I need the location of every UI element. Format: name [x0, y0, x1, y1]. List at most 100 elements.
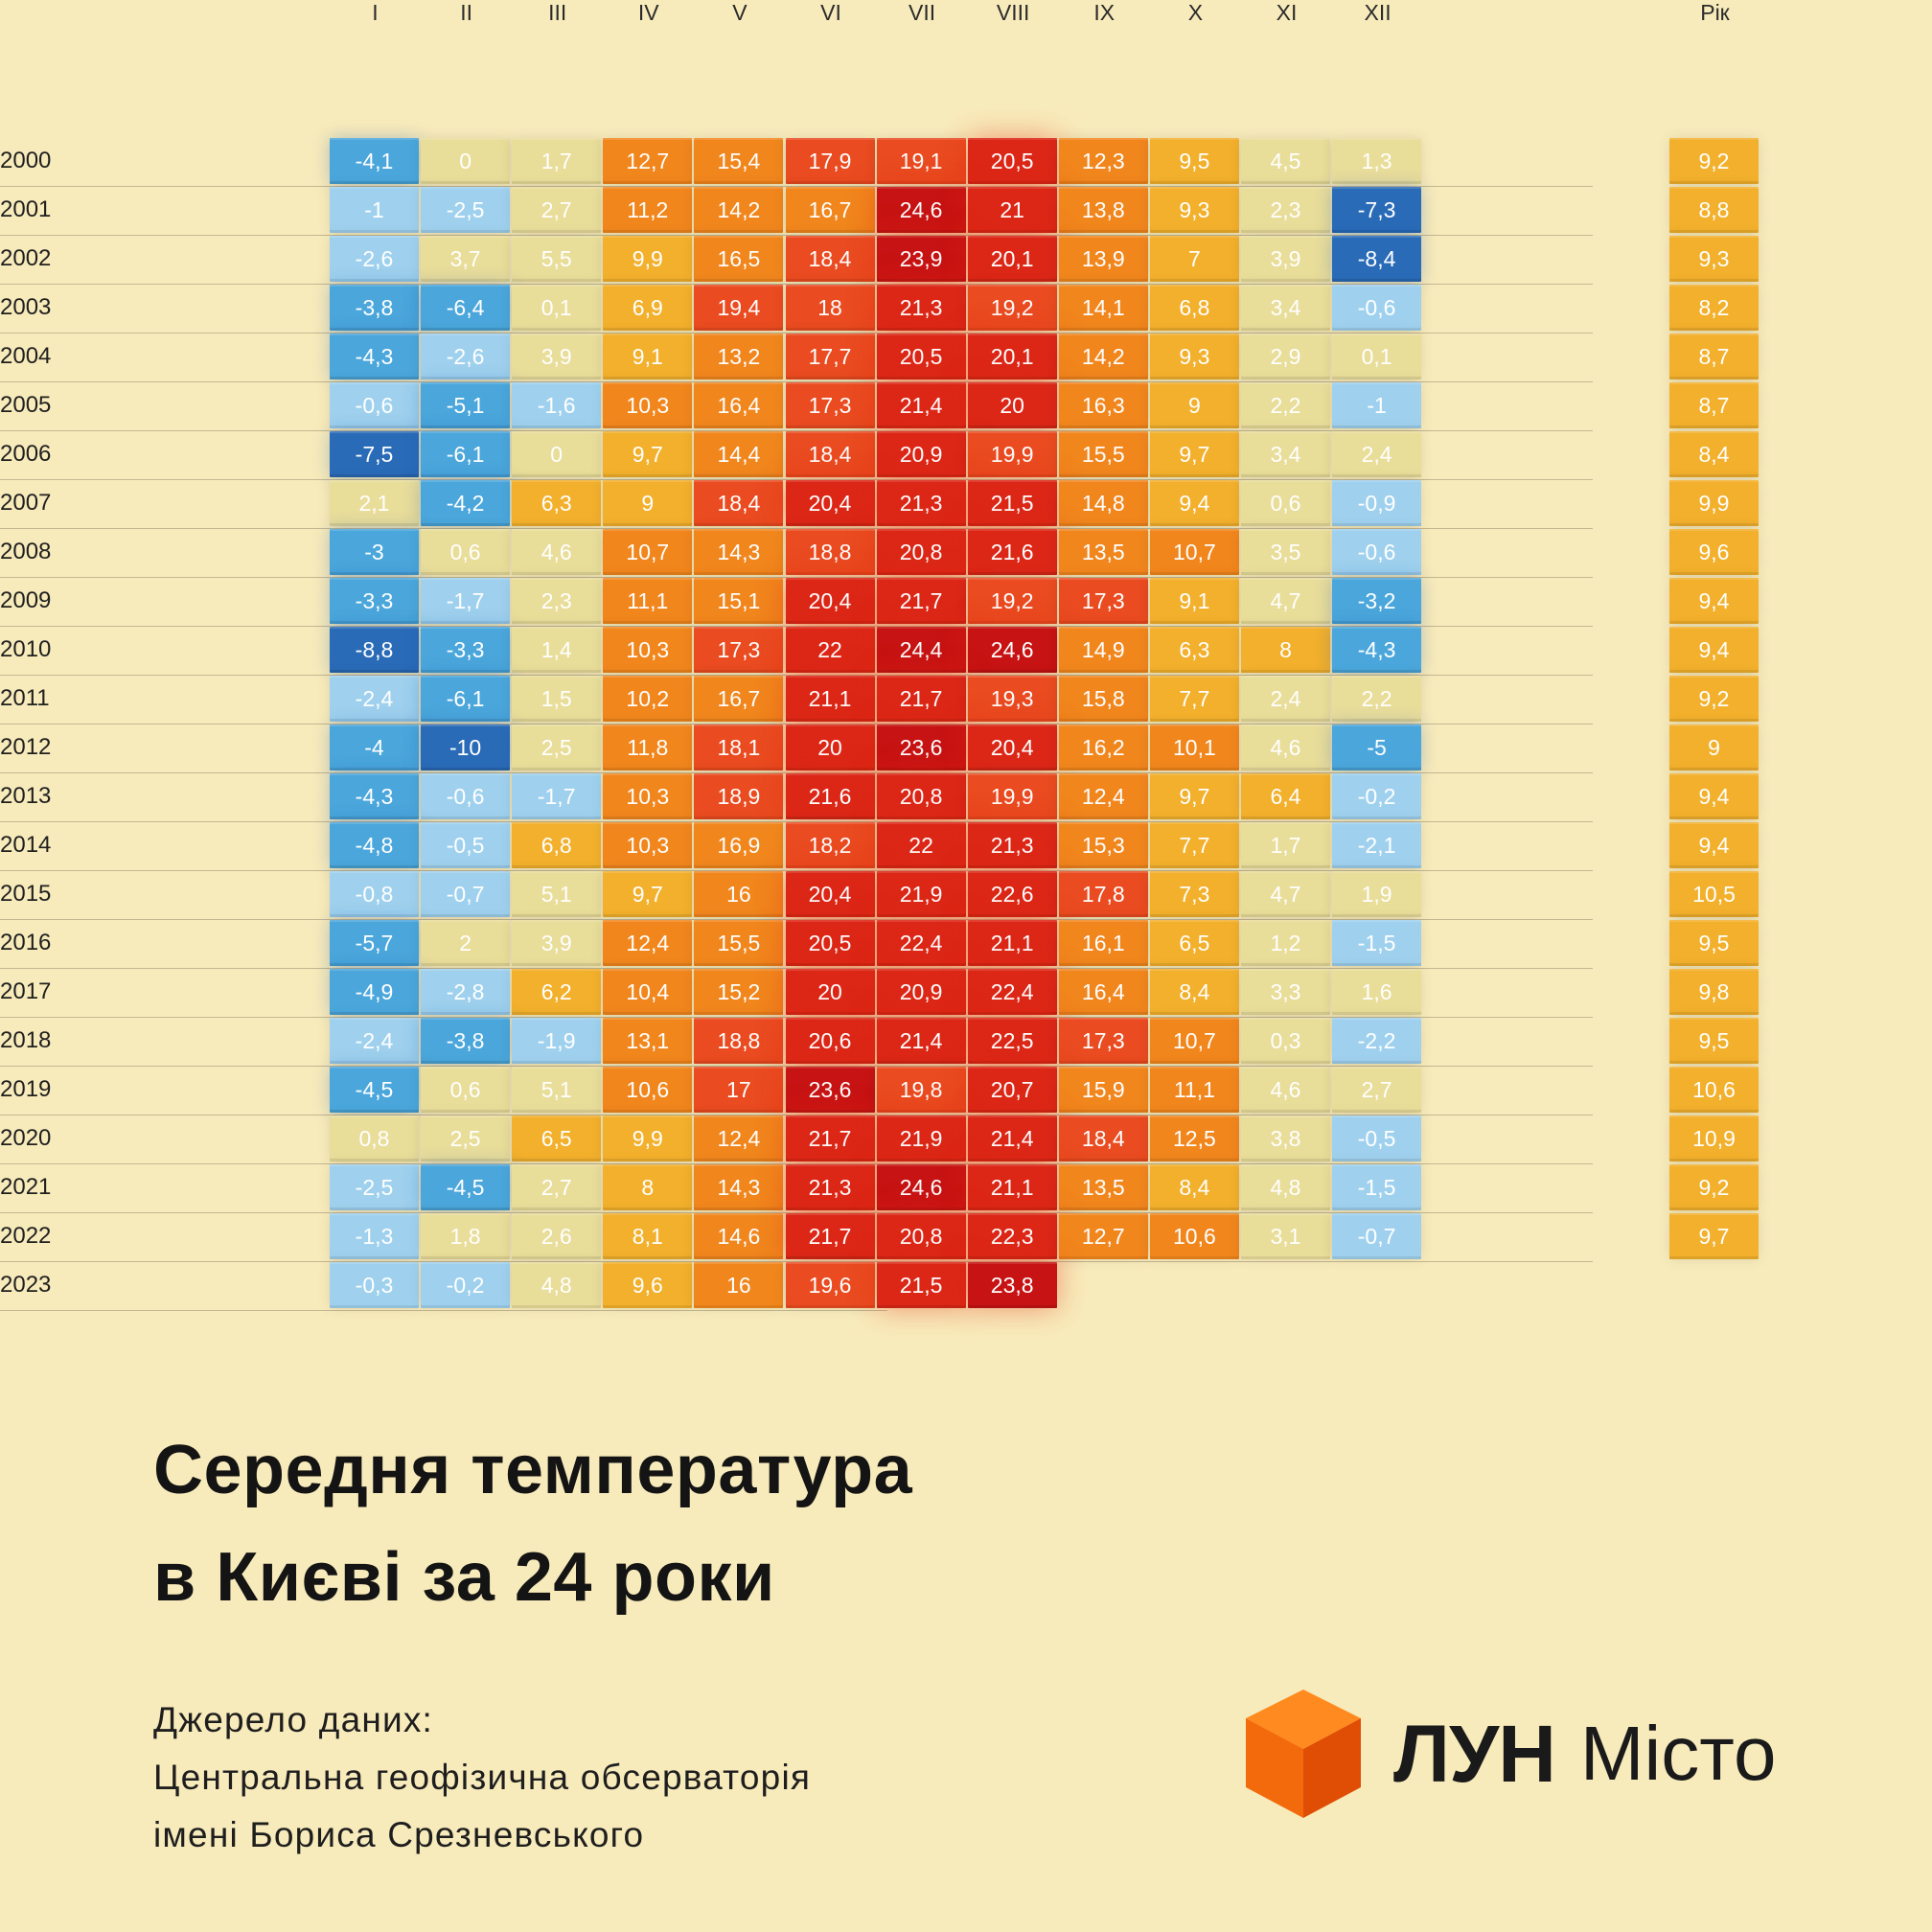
heatmap-cell: 21,9: [876, 871, 966, 917]
annual-cell: 9,2: [1669, 1164, 1759, 1210]
heatmap-cell: -1,5: [1332, 920, 1422, 966]
heatmap-cell: 9,9: [603, 236, 693, 282]
month-label-XI: XI: [1276, 0, 1298, 25]
data-source: Джерело даних: Центральна геофізична обс…: [153, 1691, 811, 1864]
heatmap-cell: 0,8: [330, 1116, 419, 1162]
heatmap-cell: 9,7: [603, 871, 693, 917]
heatmap-cell: 2,3: [512, 578, 602, 624]
heatmap-cell: 17,3: [694, 627, 784, 673]
heatmap-cell: -0,7: [421, 871, 511, 917]
heatmap-cell: 2,9: [1241, 334, 1330, 380]
heatmap-cell: 11,1: [1149, 1067, 1239, 1113]
annual-cell: 9,5: [1669, 920, 1759, 966]
heatmap-cell: -0,7: [1332, 1213, 1422, 1259]
heatmap-cell: 13,2: [694, 334, 784, 380]
heatmap-cell: 9,7: [603, 431, 693, 477]
heatmap-cell: 8,1: [603, 1213, 693, 1259]
heatmap-cell: 21,5: [876, 1262, 966, 1308]
heatmap-cell: 4,7: [1241, 871, 1330, 917]
heatmap-cell: 0,1: [1332, 334, 1422, 380]
heatmap-cell: 24,6: [967, 627, 1057, 673]
heatmap-cell: 12,3: [1058, 138, 1148, 184]
heatmap-cell: -3,2: [1332, 578, 1422, 624]
heatmap-cell: -1,9: [512, 1018, 602, 1064]
heatmap-cell: 15,1: [694, 578, 784, 624]
heatmap-cell: 0,6: [1241, 480, 1330, 526]
month-label-V: V: [732, 0, 748, 25]
source-label: Джерело даних:: [153, 1700, 434, 1739]
heatmap-cell: -0,2: [1332, 773, 1422, 819]
heatmap-cell: 4,8: [1241, 1164, 1330, 1210]
annual-cell: 8,7: [1669, 382, 1759, 428]
heatmap-cell: 6,8: [1149, 285, 1239, 331]
heatmap-cell: -1,6: [512, 382, 602, 428]
heatmap-cell: 16,5: [694, 236, 784, 282]
year-label-2012: 2012: [0, 734, 52, 760]
heatmap-cell: -1,3: [330, 1213, 419, 1259]
heatmap-cell: 24,6: [876, 1164, 966, 1210]
source-org-line-1: Центральна геофізична обсерваторія: [153, 1758, 812, 1797]
heatmap-cell: 9: [1149, 382, 1239, 428]
row-divider: [0, 333, 1593, 334]
heatmap-cell: 10,7: [1149, 1018, 1239, 1064]
annual-cell: 9,6: [1669, 529, 1759, 575]
heatmap-cell: 3,4: [1241, 431, 1330, 477]
annual-cell: 9,9: [1669, 480, 1759, 526]
heatmap-cell: 23,8: [967, 1262, 1057, 1308]
heatmap-cell: 3,9: [512, 334, 602, 380]
heatmap-cell: -4,1: [330, 138, 419, 184]
heatmap-cell: 10,2: [603, 676, 693, 722]
heatmap-cell: 1,7: [512, 138, 602, 184]
annual-cell: 9,5: [1669, 1018, 1759, 1064]
heatmap-cell: 5,5: [512, 236, 602, 282]
heatmap-cell: 5,1: [512, 871, 602, 917]
heatmap-cell: 16,3: [1058, 382, 1148, 428]
heatmap-cell: 21,7: [785, 1213, 875, 1259]
heatmap-cell: 10,3: [603, 773, 693, 819]
heatmap-cell: 13,5: [1058, 529, 1148, 575]
heatmap-cell: 2,6: [512, 1213, 602, 1259]
source-org-line-2: імені Бориса Срезневського: [153, 1815, 645, 1854]
heatmap-cell: 6,4: [1241, 773, 1330, 819]
heatmap-cell: 1,7: [1241, 822, 1330, 868]
heatmap-cell: 18,4: [1058, 1116, 1148, 1162]
heatmap-cell: -2,6: [421, 334, 511, 380]
heatmap-cell: 10,6: [1149, 1213, 1239, 1259]
heatmap-cell: 8,4: [1149, 1164, 1239, 1210]
heatmap-cell: -4: [330, 724, 419, 770]
heatmap-cell: -2,4: [330, 676, 419, 722]
annual-label: Рік: [1700, 0, 1730, 25]
heatmap-cell: 21,1: [967, 1164, 1057, 1210]
heatmap-cell: 19,1: [876, 138, 966, 184]
heatmap-cell: 9,1: [603, 334, 693, 380]
heatmap-cell: 15,5: [1058, 431, 1148, 477]
heatmap-cell: 22: [876, 822, 966, 868]
heatmap-cell: 21,3: [876, 285, 966, 331]
heatmap-cell: -1,5: [1332, 1164, 1422, 1210]
heatmap-cell: 14,9: [1058, 627, 1148, 673]
heatmap-cell: 16,4: [1058, 969, 1148, 1015]
heatmap-cell: 20,4: [785, 480, 875, 526]
heatmap-cell: 0,3: [1241, 1018, 1330, 1064]
row-divider: [0, 1261, 1593, 1262]
heatmap-cell: 15,2: [694, 969, 784, 1015]
heatmap-cell: 11,8: [603, 724, 693, 770]
year-label-2005: 2005: [0, 392, 52, 418]
heatmap-cell: -8,8: [330, 627, 419, 673]
annual-cell: 8,2: [1669, 285, 1759, 331]
heatmap-cell: 9,5: [1149, 138, 1239, 184]
heatmap-cell: -2,5: [421, 187, 511, 233]
heatmap-cell: 16,1: [1058, 920, 1148, 966]
heatmap-cell: -0,6: [330, 382, 419, 428]
heatmap-cell: 1,9: [1332, 871, 1422, 917]
year-label-2022: 2022: [0, 1223, 52, 1249]
month-label-VI: VI: [820, 0, 841, 25]
year-label-2017: 2017: [0, 978, 52, 1004]
heatmap-cell: 21,9: [876, 1116, 966, 1162]
heatmap-cell: -2,4: [330, 1018, 419, 1064]
heatmap-cell: 4,7: [1241, 578, 1330, 624]
row-divider: [0, 1115, 1593, 1116]
heatmap-cell: 20,6: [785, 1018, 875, 1064]
heatmap-cell: 12,4: [603, 920, 693, 966]
heatmap-cell: 20,4: [967, 724, 1057, 770]
